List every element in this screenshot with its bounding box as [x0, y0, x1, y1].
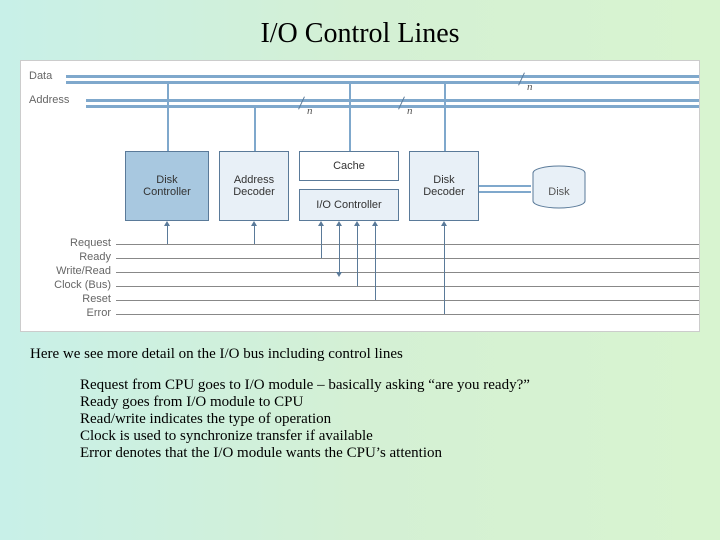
block-label: Disk Decoder [423, 174, 465, 198]
conn [349, 83, 351, 151]
disk-decoder-block: Disk Decoder [409, 151, 479, 221]
ctrl-line [116, 272, 699, 273]
ctrl-label-clock: Clock (Bus) [21, 279, 111, 291]
ctrl-label-error: Error [21, 307, 111, 319]
ctrl-line [116, 300, 699, 301]
ctrl-line [116, 314, 699, 315]
ctrl-line [116, 258, 699, 259]
address-bus-line-2 [86, 105, 699, 108]
page-title: I/O Control Lines [0, 0, 720, 50]
ctrl-label-reset: Reset [21, 293, 111, 305]
n-label: n [307, 105, 313, 117]
block-label: I/O Controller [316, 199, 381, 211]
conn [444, 83, 446, 151]
n-label: n [527, 81, 533, 93]
io-diagram: Data Address n n n Disk Controller Addre… [20, 60, 700, 332]
disk-icon: Disk [531, 165, 587, 209]
address-decoder-block: Address Decoder [219, 151, 289, 221]
ctrl-line [116, 286, 699, 287]
disk-controller-block: Disk Controller [125, 151, 209, 221]
bullet-item: Read/write indicates the type of operati… [80, 411, 690, 428]
cache-block: Cache [299, 151, 399, 181]
data-bus-label: Data [29, 70, 52, 82]
address-bus-label: Address [29, 94, 69, 106]
arrow [254, 226, 255, 244]
ctrl-label-wr: Write/Read [21, 265, 111, 277]
address-bus-line-1 [86, 99, 699, 102]
arrow [357, 226, 358, 286]
conn [167, 83, 169, 151]
block-label: Cache [333, 160, 365, 172]
arrow [375, 226, 376, 300]
data-bus-line-2 [66, 81, 699, 84]
conn [254, 107, 256, 151]
bullet-item: Ready goes from I/O module to CPU [80, 394, 690, 411]
data-bus-line-1 [66, 75, 699, 78]
block-label: Address Decoder [233, 174, 275, 198]
bullet-item: Clock is used to synchronize transfer if… [80, 428, 690, 445]
ctrl-label-ready: Ready [21, 251, 111, 263]
arrow [167, 226, 168, 244]
arrow [444, 226, 445, 314]
block-label: Disk Controller [143, 174, 191, 198]
disk-label: Disk [548, 186, 570, 198]
caption-text: Here we see more detail on the I/O bus i… [30, 346, 690, 363]
conn [479, 185, 531, 193]
bullet-list: Request from CPU goes to I/O module – ba… [80, 377, 690, 462]
arrow [339, 226, 340, 272]
ctrl-line [116, 244, 699, 245]
bullet-item: Error denotes that the I/O module wants … [80, 445, 690, 462]
ctrl-label-request: Request [21, 237, 111, 249]
n-label: n [407, 105, 413, 117]
io-controller-block: I/O Controller [299, 189, 399, 221]
bullet-item: Request from CPU goes to I/O module – ba… [80, 377, 690, 394]
arrow [321, 226, 322, 258]
